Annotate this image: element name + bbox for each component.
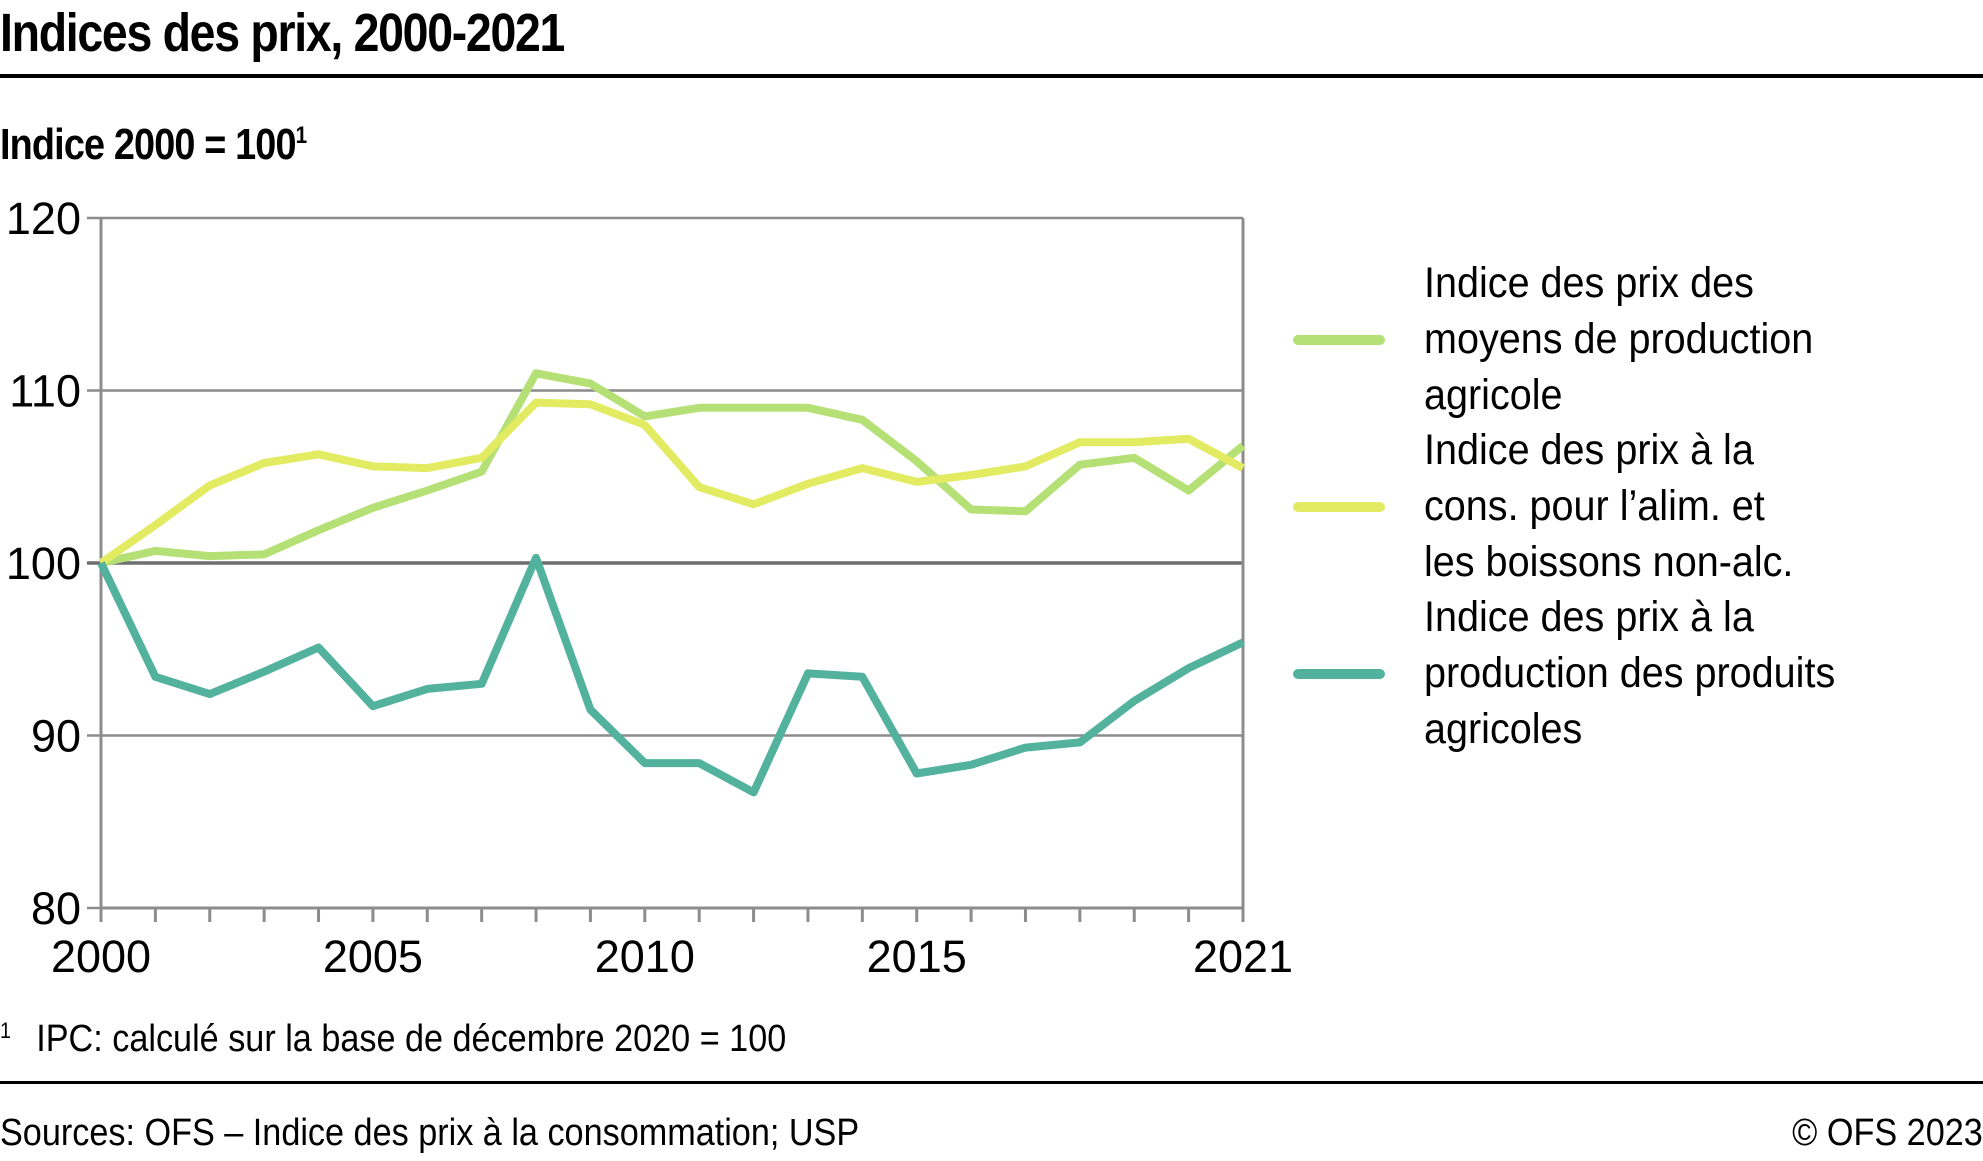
legend-label-line: agricole xyxy=(1424,371,1563,419)
legend-label-3: Indice des prix à la production des produ… xyxy=(1424,589,1835,757)
line-chart: 80 90 100 110 120 2000 2005 2010 2015 2021 xyxy=(6,193,1293,982)
footnote-marker: 1 xyxy=(0,1018,12,1043)
chart-subtitle: Indice 2000 = 1001 xyxy=(0,120,308,170)
legend-label-line: Indice des prix à la xyxy=(1424,426,1754,474)
y-tick-label: 100 xyxy=(6,538,81,589)
y-tick-label: 120 xyxy=(6,193,81,244)
legend-label-line: Indice des prix à la xyxy=(1424,593,1754,641)
legend-swatch-2 xyxy=(1293,502,1385,512)
legend-label-line: Indice des prix des xyxy=(1424,259,1754,307)
footnote-text: IPC: calculé sur la base de décembre 202… xyxy=(36,1018,787,1060)
series-line-2 xyxy=(98,398,1245,567)
y-tick-label: 110 xyxy=(9,366,81,417)
top-divider xyxy=(0,74,1983,78)
y-tick-label: 90 xyxy=(31,711,81,762)
axes xyxy=(99,218,1245,922)
legend-label-line: agricoles xyxy=(1424,705,1583,753)
series-lines xyxy=(97,369,1246,797)
y-tick-label: 80 xyxy=(31,883,81,934)
source-note: Sources: OFS – Indice des prix à la cons… xyxy=(0,1112,860,1154)
legend-label-2: Indice des prix à la cons. pour l’alim. e… xyxy=(1424,422,1793,590)
subtitle-footnote-marker: 1 xyxy=(295,122,308,149)
x-tick-label: 2010 xyxy=(595,931,695,982)
legend-label-line: cons. pour l’alim. et xyxy=(1424,482,1765,530)
x-tick-label: 2005 xyxy=(323,931,423,982)
chart-title: Indices des prix, 2000-2021 xyxy=(0,3,565,63)
legend-swatch-3 xyxy=(1293,669,1385,679)
tick-labels: 80 90 100 110 120 2000 2005 2010 2015 2021 xyxy=(6,193,1293,982)
series-line-3 xyxy=(97,553,1245,797)
legend-label-line: moyens de production xyxy=(1424,315,1814,363)
legend-label-1: Indice des prix des moyens de production a… xyxy=(1424,255,1813,423)
series-line-1 xyxy=(100,369,1246,567)
subtitle-text: Indice 2000 = 100 xyxy=(0,120,297,169)
legend-label-line: production des produits xyxy=(1424,649,1836,697)
x-tick-label: 2015 xyxy=(867,931,967,982)
legend-label-line: les boissons non-alc. xyxy=(1424,538,1794,586)
gridlines xyxy=(87,216,1243,910)
footnote: 1 IPC: calculé sur la base de décembre 20… xyxy=(0,1018,786,1061)
x-tick-label: 2021 xyxy=(1193,931,1293,982)
legend-swatch-1 xyxy=(1293,335,1385,345)
x-tick-label: 2000 xyxy=(51,931,151,982)
copyright: © OFS 2023 xyxy=(1792,1112,1983,1154)
bottom-divider xyxy=(0,1081,1983,1084)
